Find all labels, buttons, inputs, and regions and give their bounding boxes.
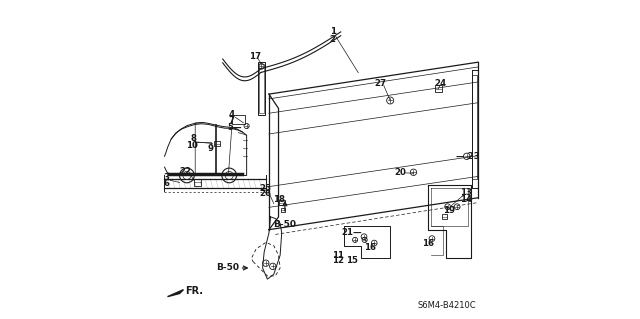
Text: 27: 27: [374, 79, 386, 88]
Text: 14: 14: [460, 195, 472, 204]
Text: B-50: B-50: [216, 263, 239, 272]
Text: 3: 3: [163, 173, 169, 182]
Text: B-50: B-50: [273, 220, 296, 229]
Text: 2: 2: [330, 35, 336, 44]
Text: 15: 15: [346, 256, 358, 265]
Text: 19: 19: [444, 206, 456, 215]
Text: 12: 12: [333, 256, 344, 265]
Text: 6: 6: [163, 179, 169, 188]
Text: 5—: 5—: [228, 123, 243, 132]
Polygon shape: [168, 290, 184, 297]
Text: 11: 11: [333, 251, 344, 260]
Text: 21—: 21—: [342, 228, 362, 237]
Text: 26: 26: [259, 189, 271, 198]
Text: 24: 24: [434, 79, 446, 88]
Text: 10: 10: [186, 141, 198, 150]
Text: 17: 17: [248, 52, 260, 61]
Text: 13: 13: [460, 189, 472, 197]
Text: 20: 20: [395, 168, 406, 177]
Bar: [435, 85, 442, 92]
Text: 1: 1: [330, 27, 336, 36]
Bar: [258, 62, 265, 115]
Text: 22: 22: [179, 167, 191, 176]
Text: S6M4-B4210C: S6M4-B4210C: [418, 301, 476, 310]
Text: 16: 16: [364, 243, 376, 252]
Bar: [280, 200, 285, 205]
Bar: [214, 141, 220, 146]
Bar: [280, 208, 285, 212]
Text: 25: 25: [259, 184, 271, 193]
Text: 9: 9: [208, 144, 214, 153]
Text: 7: 7: [228, 116, 234, 125]
Text: FR.: FR.: [185, 286, 203, 296]
Bar: [442, 214, 447, 219]
Text: 18: 18: [273, 195, 285, 204]
Text: 16: 16: [422, 239, 434, 248]
Text: 4: 4: [228, 110, 234, 119]
Text: 8: 8: [191, 134, 196, 143]
Bar: [259, 64, 264, 113]
Bar: [194, 179, 201, 186]
Text: — 23: — 23: [456, 152, 480, 161]
